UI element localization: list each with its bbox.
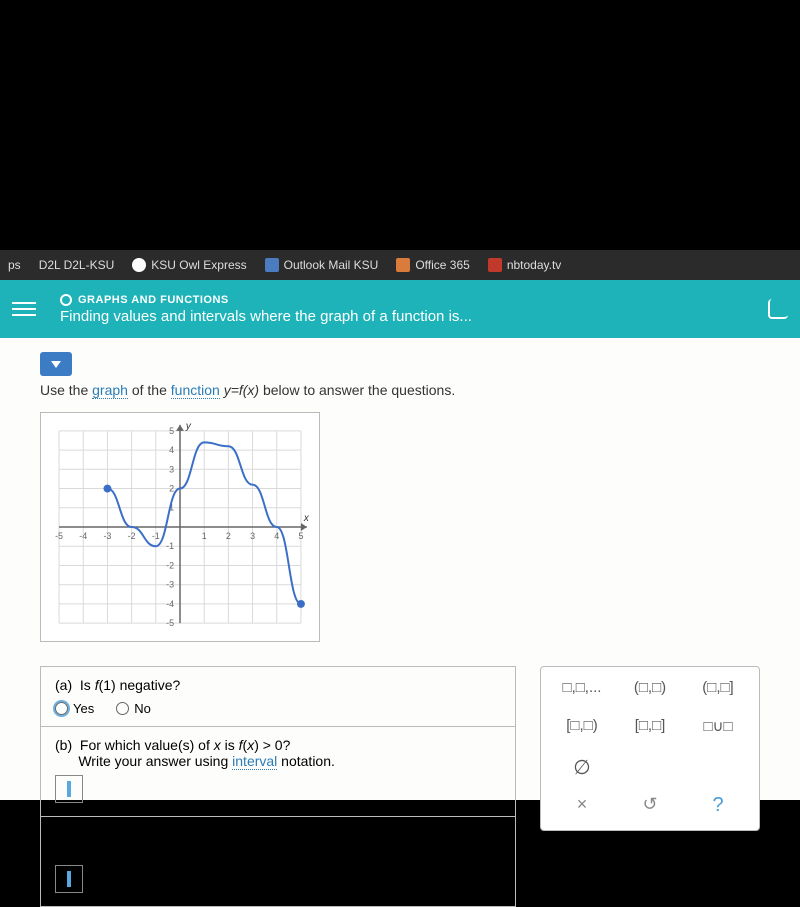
svg-text:-3: -3 [166, 580, 174, 590]
bookmark-office[interactable]: Office 365 [396, 258, 469, 272]
qa-b-text1: For which value(s) of x is f(x) > 0? [80, 737, 290, 753]
radio-no[interactable]: No [116, 701, 151, 716]
radio-row: Yes No [55, 701, 501, 716]
svg-text:x: x [303, 513, 310, 524]
svg-text:-4: -4 [79, 531, 87, 541]
bookmark-label: ps [8, 258, 21, 272]
app-header: GRAPHS AND FUNCTIONS Finding values and … [0, 280, 800, 338]
instruction-text: Use the graph of the function y=f(x) bel… [40, 382, 760, 398]
svg-text:5: 5 [298, 531, 303, 541]
qa-c-text1: For which value(s) of x is f(x) = 0? [79, 827, 289, 843]
svg-text:4: 4 [274, 531, 279, 541]
sym-open-open[interactable]: (□,□) [621, 679, 679, 703]
bookmark-label: D2L D2L-KSU [39, 258, 115, 272]
instr-post: below to answer the questions. [263, 382, 455, 398]
bookmark-d2l[interactable]: D2L D2L-KSU [39, 258, 115, 272]
sym-closed-open[interactable]: [□,□) [553, 717, 611, 741]
svg-text:-2: -2 [166, 560, 174, 570]
hamburger-menu-icon[interactable] [12, 302, 36, 316]
svg-text:5: 5 [169, 426, 174, 436]
instr-pre: Use the [40, 382, 92, 398]
interval-link[interactable]: interval [232, 753, 277, 770]
qa-a-label: (a) [55, 677, 72, 693]
sym-emptyset[interactable]: ∅ [553, 755, 611, 780]
office-icon [396, 258, 410, 272]
svg-text:4: 4 [169, 445, 174, 455]
svg-text:-4: -4 [166, 599, 174, 609]
nbtoday-icon [488, 258, 502, 272]
qa-b-text2: Write your answer using [78, 753, 232, 769]
question-a: (a) Is f(1) negative? Yes No [41, 667, 515, 727]
svg-text:3: 3 [250, 531, 255, 541]
outlook-icon [265, 258, 279, 272]
bookmark-outlook[interactable]: Outlook Mail KSU [265, 258, 379, 272]
symbol-palette: □,□,... (□,□) (□,□] [□,□) [□,□] □∪□ ∅ × … [540, 666, 760, 831]
header-text: GRAPHS AND FUNCTIONS Finding values and … [60, 294, 768, 325]
svg-text:y: y [185, 421, 192, 432]
qa-c-label: (c) [55, 827, 71, 843]
header-category: GRAPHS AND FUNCTIONS [60, 294, 768, 306]
sym-closed-closed[interactable]: [□,□] [621, 717, 679, 741]
instr-eq: y=f(x) [220, 382, 263, 398]
help-button[interactable]: ? [689, 794, 747, 818]
graph-link[interactable]: graph [92, 382, 128, 399]
sym-list[interactable]: □,□,... [553, 679, 611, 703]
svg-text:2: 2 [226, 531, 231, 541]
function-graph: -5-4-3-2-112345-5-4-3-2-112345xy [40, 412, 320, 642]
bookmarks-bar: ps D2L D2L-KSU KSU Owl Express Outlook M… [0, 250, 800, 280]
svg-text:-3: -3 [103, 531, 111, 541]
qa-c-text2: If there is more than one value, separat… [78, 843, 454, 859]
graph-svg: -5-4-3-2-112345-5-4-3-2-112345xy [41, 413, 319, 641]
content-area: Use the graph of the function y=f(x) bel… [0, 338, 800, 800]
instr-mid: of the [128, 382, 171, 398]
radio-yes-icon [55, 702, 68, 715]
sym-blank1 [621, 756, 679, 780]
qa-a-text: Is f(1) negative? [80, 677, 180, 693]
bookmark-label: KSU Owl Express [151, 258, 246, 272]
owl-icon [132, 258, 146, 272]
bookmark-nbtoday[interactable]: nbtoday.tv [488, 258, 561, 272]
header-title: Finding values and intervals where the g… [60, 308, 768, 325]
question-table: (a) Is f(1) negative? Yes No (b) For whi… [40, 666, 516, 907]
svg-text:-2: -2 [128, 531, 136, 541]
svg-text:2: 2 [169, 484, 174, 494]
answer-input-c[interactable] [55, 865, 83, 893]
browser-black-area [0, 0, 800, 250]
bookmark-label: Office 365 [415, 258, 469, 272]
bookmark-label: nbtoday.tv [507, 258, 561, 272]
bookmark-ps[interactable]: ps [8, 258, 21, 272]
sym-open-closed[interactable]: (□,□] [689, 679, 747, 703]
qa-b-text3: notation. [277, 753, 335, 769]
sym-blank2 [689, 756, 747, 780]
qa-row: (a) Is f(1) negative? Yes No (b) For whi… [40, 666, 760, 907]
answer-input-b[interactable] [55, 775, 83, 803]
question-b: (b) For which value(s) of x is f(x) > 0?… [41, 727, 515, 817]
svg-text:-1: -1 [152, 531, 160, 541]
svg-text:-5: -5 [55, 531, 63, 541]
question-c: (c) For which value(s) of x is f(x) = 0?… [41, 817, 515, 906]
svg-text:3: 3 [169, 464, 174, 474]
function-link[interactable]: function [171, 382, 220, 399]
dropdown-toggle[interactable] [40, 352, 72, 376]
radio-no-icon [116, 702, 129, 715]
svg-text:1: 1 [202, 531, 207, 541]
header-right-icon[interactable] [768, 299, 788, 319]
clear-button[interactable]: × [553, 794, 611, 818]
no-label: No [134, 701, 151, 716]
sym-union[interactable]: □∪□ [689, 717, 747, 741]
bookmark-label: Outlook Mail KSU [284, 258, 379, 272]
yes-label: Yes [73, 701, 94, 716]
radio-yes[interactable]: Yes [55, 701, 94, 716]
qa-b-label: (b) [55, 737, 72, 753]
svg-text:-5: -5 [166, 618, 174, 628]
svg-text:-1: -1 [166, 541, 174, 551]
bookmark-owl[interactable]: KSU Owl Express [132, 258, 246, 272]
reset-button[interactable]: ↺ [621, 794, 679, 818]
